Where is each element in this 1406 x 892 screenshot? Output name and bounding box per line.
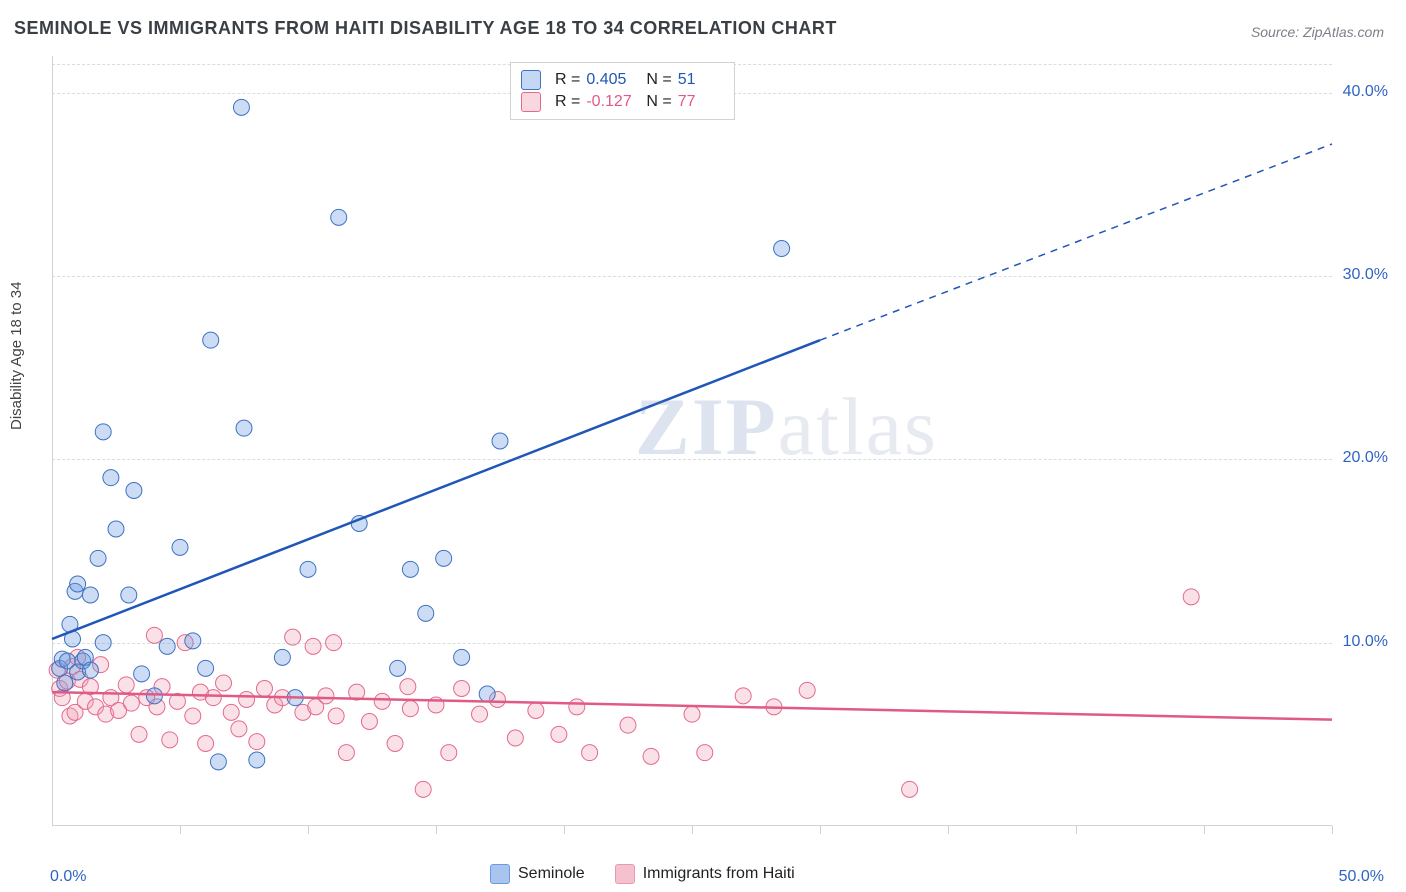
n-label-0: N = [646, 69, 671, 91]
r-value-0: 0.405 [586, 69, 632, 91]
swatch-haiti [521, 92, 541, 112]
legend-row-haiti: R = -0.127 N = 77 [521, 91, 724, 113]
legend-swatch-seminole [490, 864, 510, 884]
series-legend: Seminole Immigrants from Haiti [490, 864, 795, 884]
legend-label-haiti: Immigrants from Haiti [643, 865, 795, 883]
y-axis-label: Disability Age 18 to 34 [8, 282, 25, 430]
ytick-label: 30.0% [1343, 266, 1388, 284]
x-axis-max-label: 50.0% [1339, 868, 1384, 886]
chart-title: SEMINOLE VS IMMIGRANTS FROM HAITI DISABI… [14, 18, 837, 39]
ytick-label: 20.0% [1343, 449, 1388, 467]
ytick-label: 40.0% [1343, 83, 1388, 101]
legend-label-seminole: Seminole [518, 865, 585, 883]
n-label-1: N = [646, 91, 671, 113]
r-label-1: R = [555, 91, 580, 113]
legend-item-seminole: Seminole [490, 864, 585, 884]
n-value-0: 51 [678, 69, 724, 91]
x-axis-min-label: 0.0% [50, 868, 86, 886]
scatter-svg [52, 56, 1332, 826]
legend-swatch-haiti [615, 864, 635, 884]
legend-row-seminole: R = 0.405 N = 51 [521, 69, 724, 91]
swatch-seminole [521, 70, 541, 90]
r-value-1: -0.127 [586, 91, 632, 113]
source-label: Source: ZipAtlas.com [1251, 24, 1384, 40]
correlation-legend: R = 0.405 N = 51 R = -0.127 N = 77 [510, 62, 735, 120]
legend-item-haiti: Immigrants from Haiti [615, 864, 795, 884]
r-label-0: R = [555, 69, 580, 91]
n-value-1: 77 [678, 91, 724, 113]
ytick-label: 10.0% [1343, 633, 1388, 651]
